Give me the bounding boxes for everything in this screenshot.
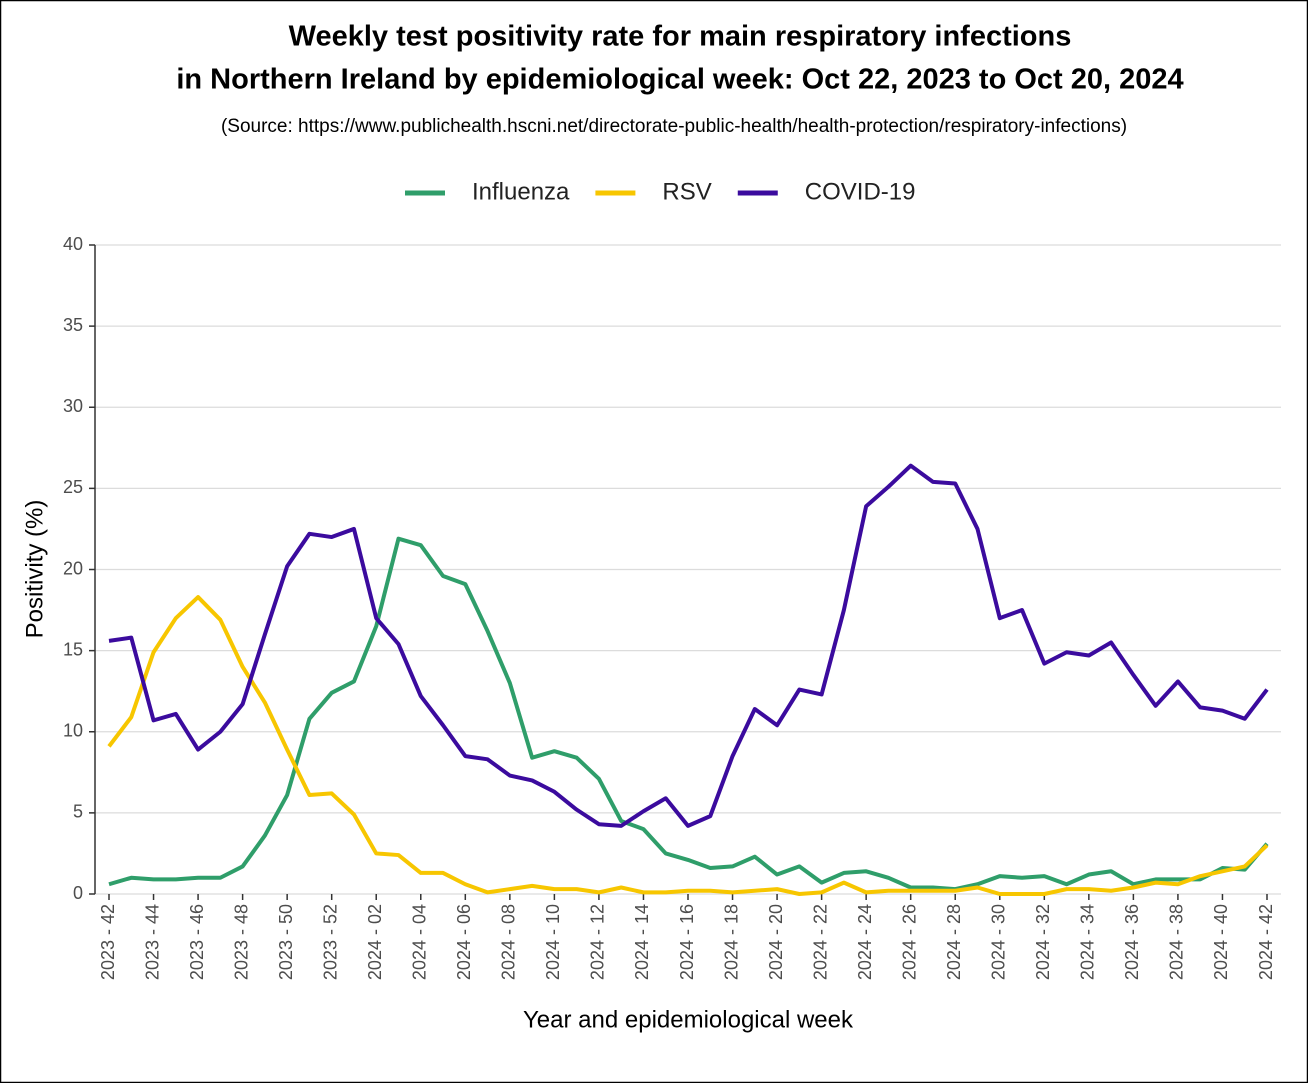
x-axis-label: Year and epidemiological week	[523, 1006, 854, 1033]
x-tick-label: 2024 - 14	[632, 904, 652, 980]
x-tick-label: 2024 - 26	[899, 904, 919, 980]
x-tick-label: 2024 - 36	[1122, 904, 1142, 980]
x-tick-label: 2024 - 10	[543, 904, 563, 980]
y-tick-label: 15	[63, 639, 83, 659]
x-tick-label: 2023 - 48	[231, 904, 251, 980]
y-tick-label: 20	[63, 558, 83, 578]
y-tick-label: 10	[63, 721, 83, 741]
x-tick-label: 2024 - 42	[1256, 904, 1276, 980]
legend: Influenza RSV COVID-19	[405, 178, 915, 205]
x-tick-label: 2024 - 12	[588, 904, 608, 980]
x-tick-label: 2023 - 50	[276, 904, 296, 980]
x-tick-label: 2024 - 18	[721, 904, 741, 980]
y-tick-label: 25	[63, 477, 83, 497]
y-tick-label: 0	[73, 883, 83, 903]
legend-label: Influenza	[472, 178, 570, 205]
chart-title: Weekly test positivity rate for main res…	[289, 21, 1072, 53]
x-tick-label: 2024 - 32	[1033, 904, 1053, 980]
x-tick-label: 2023 - 44	[142, 904, 162, 980]
x-tick-label: 2024 - 08	[499, 904, 519, 980]
x-tick-label: 2024 - 28	[944, 904, 964, 980]
y-tick-label: 5	[73, 802, 83, 822]
y-tick-label: 40	[63, 234, 83, 254]
legend-label: COVID-19	[805, 178, 916, 205]
series-line	[107, 595, 1269, 896]
x-tick-label: 2024 - 34	[1078, 904, 1098, 980]
y-tick-label: 30	[63, 396, 83, 416]
chart-title: in Northern Ireland by epidemiological w…	[176, 64, 1183, 96]
x-tick-label: 2024 - 24	[855, 904, 875, 980]
x-tick-label: 2023 - 46	[187, 904, 207, 980]
x-tick-label: 2024 - 40	[1211, 904, 1231, 980]
series-line	[108, 463, 1269, 828]
legend-label: RSV	[662, 178, 711, 205]
y-tick-label: 35	[63, 315, 83, 335]
x-tick-label: 2024 - 04	[410, 904, 430, 980]
series-line	[108, 536, 1269, 892]
x-tick-label: 2023 - 52	[320, 904, 340, 980]
y-axis-label: Positivity (%)	[21, 500, 48, 639]
x-tick-label: 2024 - 06	[454, 904, 474, 980]
x-tick-label: 2024 - 20	[766, 904, 786, 980]
chart-subtitle: (Source: https://www.publichealth.hscni.…	[221, 116, 1127, 137]
x-tick-label: 2024 - 38	[1167, 904, 1187, 980]
x-tick-label: 2024 - 22	[810, 904, 830, 980]
x-tick-label: 2024 - 30	[989, 904, 1009, 980]
x-tick-label: 2023 - 42	[98, 904, 118, 980]
x-tick-label: 2024 - 02	[365, 904, 385, 980]
x-tick-label: 2024 - 16	[677, 904, 697, 980]
